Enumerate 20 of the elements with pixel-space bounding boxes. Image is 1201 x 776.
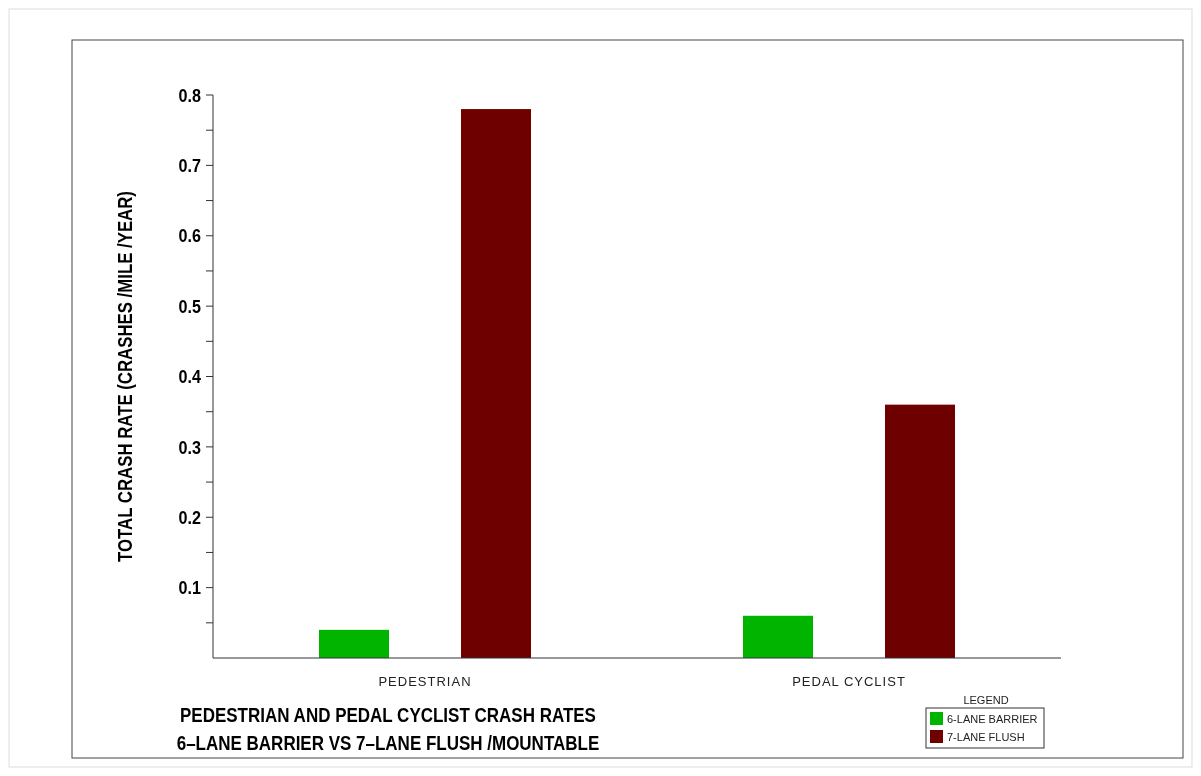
x-tick-label: PEDAL CYCLIST <box>792 674 906 689</box>
y-tick-label: 0.2 <box>178 506 202 529</box>
text: 6–LANE BARRIER VS 7–LANE FLUSH /MOUNTABLE <box>176 731 600 755</box>
bar <box>885 404 955 658</box>
x-tick-label: PEDESTRIAN <box>378 674 472 689</box>
bar <box>743 615 813 658</box>
legend-label: 7-LANE FLUSH <box>947 731 1025 743</box>
y-tick-label: 0.4 <box>178 365 202 388</box>
y-tick-label: 0.7 <box>178 154 202 177</box>
bar <box>461 109 531 658</box>
y-tick-label: 0.1 <box>178 577 202 599</box>
legend-title: LEGEND <box>963 694 1009 706</box>
bar <box>319 629 389 658</box>
y-tick-label: 0.3 <box>178 436 202 458</box>
y-tick-label: 0.6 <box>178 225 202 247</box>
text: PEDESTRIAN AND PEDAL CYCLIST CRASH RATES <box>180 703 596 727</box>
legend-label: 6-LANE BARRIER <box>947 713 1038 725</box>
y-tick-label: 0.8 <box>178 84 202 106</box>
y-tick-label: 0.5 <box>178 295 202 318</box>
y-axis-title: TOTAL CRASH RATE (CRASHES /MILE /YEAR) <box>113 191 137 562</box>
